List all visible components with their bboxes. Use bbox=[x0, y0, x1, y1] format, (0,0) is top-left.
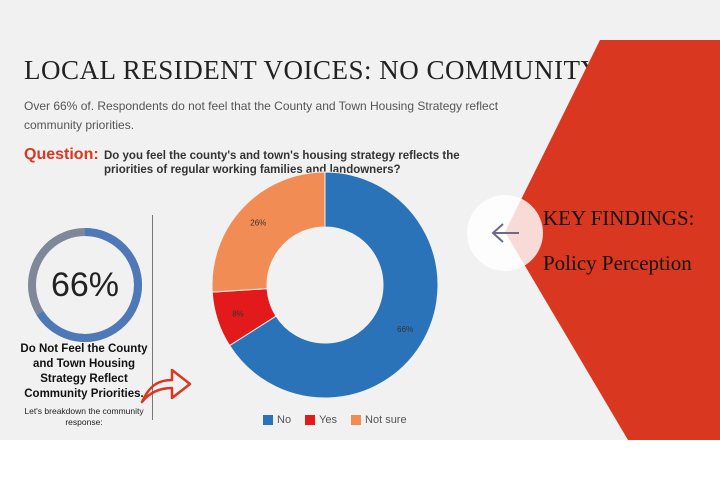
ring-progress bbox=[28, 228, 142, 342]
key-findings-panel bbox=[505, 40, 720, 440]
curved-arrow-icon bbox=[140, 368, 192, 404]
donut-slice-not-sure bbox=[211, 171, 326, 293]
legend-label: No bbox=[277, 414, 292, 426]
key-findings-subtitle: Policy Perception bbox=[543, 251, 692, 275]
donut-chart: 66% 8% 26% bbox=[211, 171, 439, 399]
chevron-left-icon bbox=[489, 220, 521, 251]
legend-item-yes: Yes bbox=[305, 414, 337, 426]
donut-label: 8% bbox=[232, 309, 244, 318]
back-button[interactable] bbox=[467, 195, 543, 271]
donut-label: 66% bbox=[397, 325, 413, 334]
divider bbox=[152, 215, 153, 420]
key-findings-title: KEY FINDINGS: bbox=[543, 206, 695, 230]
question-label: Question: bbox=[24, 146, 99, 163]
legend-label: Not sure bbox=[365, 414, 407, 426]
legend-swatch bbox=[305, 415, 316, 425]
infographic-card: LOCAL RESIDENT VOICES: NO COMMUNITY Over… bbox=[0, 0, 720, 440]
legend-label: Yes bbox=[319, 414, 338, 426]
legend-item-not-sure: Not sure bbox=[351, 414, 407, 426]
donut-slice-no bbox=[228, 171, 439, 399]
ring-percent-label: 66% bbox=[50, 266, 120, 304]
legend-swatch bbox=[351, 415, 362, 425]
legend-item-no: No bbox=[263, 414, 291, 426]
legend-swatch bbox=[263, 415, 273, 425]
chart-legend: No Yes Not sure bbox=[263, 414, 407, 426]
stat-subtext: Let's breakdown the community response: bbox=[24, 406, 144, 427]
page-subtitle: Over 66% of. Respondents do not feel tha… bbox=[24, 99, 499, 132]
stat-description: Do Not Feel the County and Town Housing … bbox=[20, 343, 148, 400]
page-title: LOCAL RESIDENT VOICES: NO COMMUNITY bbox=[24, 55, 601, 85]
percent-ring: 66% bbox=[24, 224, 146, 346]
donut-label: 26% bbox=[250, 218, 266, 227]
